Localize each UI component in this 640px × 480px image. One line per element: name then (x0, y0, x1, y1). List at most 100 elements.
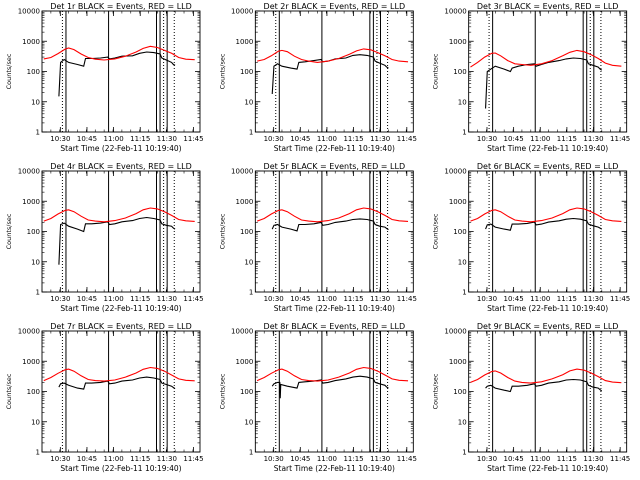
x-tick-label: 11:00 (530, 455, 550, 463)
lld-series-line (43, 207, 195, 223)
y-tick-label: 1 (462, 289, 466, 297)
x-axis-label: Start Time (22-Feb-11 10:19:40) (60, 304, 181, 313)
x-tick-label: 10:45 (77, 295, 97, 303)
plot-frame (41, 10, 201, 133)
plot-frame (41, 170, 201, 293)
lld-series-line (43, 45, 195, 61)
x-tick-label: 10:30 (264, 295, 284, 303)
chart-title: Det 3r BLACK = Events, RED = LLD (477, 2, 619, 11)
y-tick-label: 10 (458, 418, 467, 426)
lld-series-line (470, 368, 622, 384)
x-tick-label: 11:30 (157, 455, 177, 463)
y-tick-label: 10 (244, 258, 253, 266)
y-tick-label: 1000 (449, 198, 467, 206)
y-tick-label: 1000 (236, 38, 254, 46)
y-tick-label: 100 (27, 388, 40, 396)
chart-panel: Det 1r BLACK = Events, RED = LLD Counts/s… (5, 2, 204, 153)
x-tick-label: 11:30 (157, 295, 177, 303)
y-tick-label: 100 (27, 228, 40, 236)
y-tick-label: 1 (462, 129, 466, 137)
x-axis-label: Start Time (22-Feb-11 10:19:40) (487, 464, 608, 473)
y-tick-label: 10000 (18, 8, 40, 16)
events-series-line (58, 376, 176, 390)
y-tick-label: 100 (27, 68, 40, 76)
x-tick-label: 11:00 (530, 295, 550, 303)
y-axis-label: Counts/sec (218, 373, 226, 409)
chart-panel: Det 8r BLACK = Events, RED = LLD Counts/s… (218, 322, 417, 473)
lld-series-line (43, 366, 195, 382)
x-axis-label: Start Time (22-Feb-11 10:19:40) (60, 144, 181, 153)
x-tick-label: 11:45 (183, 135, 203, 143)
x-tick-label: 11:15 (343, 455, 363, 463)
plot-frame (254, 10, 414, 133)
x-tick-label: 10:45 (504, 295, 524, 303)
y-tick-label: 10000 (18, 328, 40, 336)
y-tick-label: 100 (453, 228, 466, 236)
x-tick-label: 11:00 (104, 455, 124, 463)
lld-series-line (470, 49, 622, 68)
y-tick-label: 10 (31, 258, 40, 266)
plot-frame (41, 330, 201, 453)
y-tick-label: 1000 (449, 358, 467, 366)
y-tick-label: 1 (36, 129, 40, 137)
plot-frame (468, 10, 628, 133)
y-tick-label: 1 (36, 289, 40, 297)
y-axis-label: Counts/sec (5, 53, 13, 89)
x-tick-label: 10:30 (50, 295, 70, 303)
x-axis-label: Start Time (22-Feb-11 10:19:40) (274, 464, 395, 473)
y-tick-label: 100 (453, 68, 466, 76)
plot-frame (254, 330, 414, 453)
x-tick-label: 11:45 (397, 295, 417, 303)
x-tick-label: 11:45 (397, 455, 417, 463)
y-tick-label: 10000 (444, 8, 466, 16)
x-tick-label: 11:45 (183, 455, 203, 463)
chart-panel: Det 2r BLACK = Events, RED = LLD Counts/s… (218, 2, 417, 153)
chart-panel: Det 3r BLACK = Events, RED = LLD Counts/s… (432, 2, 631, 153)
y-tick-label: 10 (31, 98, 40, 106)
x-tick-label: 11:30 (370, 455, 390, 463)
plot-frame (468, 330, 628, 453)
lld-series-line (256, 366, 409, 382)
lld-series-line (256, 207, 409, 223)
x-tick-label: 11:15 (130, 135, 150, 143)
events-series-line (485, 217, 603, 231)
y-tick-label: 1 (249, 129, 253, 137)
x-tick-label: 10:30 (264, 455, 284, 463)
y-tick-label: 10 (31, 418, 40, 426)
x-tick-label: 11:45 (610, 135, 630, 143)
chart-title: Det 2r BLACK = Events, RED = LLD (264, 2, 406, 11)
chart-title: Det 9r BLACK = Events, RED = LLD (477, 322, 619, 331)
y-tick-label: 10 (458, 98, 467, 106)
x-tick-label: 11:15 (130, 455, 150, 463)
x-axis-label: Start Time (22-Feb-11 10:19:40) (60, 464, 181, 473)
events-series-line (485, 378, 603, 393)
x-tick-label: 10:30 (50, 455, 70, 463)
chart-panel: Det 7r BLACK = Events, RED = LLD Counts/s… (5, 322, 204, 473)
x-tick-label: 11:00 (530, 135, 550, 143)
x-axis-label: Start Time (22-Feb-11 10:19:40) (274, 144, 395, 153)
x-tick-label: 10:45 (290, 135, 310, 143)
x-tick-label: 11:30 (583, 295, 603, 303)
x-tick-label: 10:45 (290, 455, 310, 463)
x-tick-label: 10:45 (77, 455, 97, 463)
y-tick-label: 1000 (22, 358, 40, 366)
lld-series-line (470, 207, 622, 223)
y-tick-label: 10000 (231, 328, 253, 336)
y-tick-label: 100 (240, 388, 253, 396)
y-tick-label: 10 (458, 258, 467, 266)
x-tick-label: 10:45 (77, 135, 97, 143)
x-tick-label: 11:00 (104, 135, 124, 143)
y-tick-label: 10000 (444, 328, 466, 336)
y-axis-label: Counts/sec (218, 53, 226, 89)
y-tick-label: 1 (36, 449, 40, 457)
chart-title: Det 5r BLACK = Events, RED = LLD (264, 162, 406, 171)
x-axis-label: Start Time (22-Feb-11 10:19:40) (274, 304, 395, 313)
x-tick-label: 11:30 (370, 135, 390, 143)
y-tick-label: 10000 (18, 168, 40, 176)
y-tick-label: 1 (249, 449, 253, 457)
x-tick-label: 11:00 (317, 455, 337, 463)
y-tick-label: 10000 (444, 168, 466, 176)
x-axis-label: Start Time (22-Feb-11 10:19:40) (487, 304, 608, 313)
x-axis-label: Start Time (22-Feb-11 10:19:40) (487, 144, 608, 153)
